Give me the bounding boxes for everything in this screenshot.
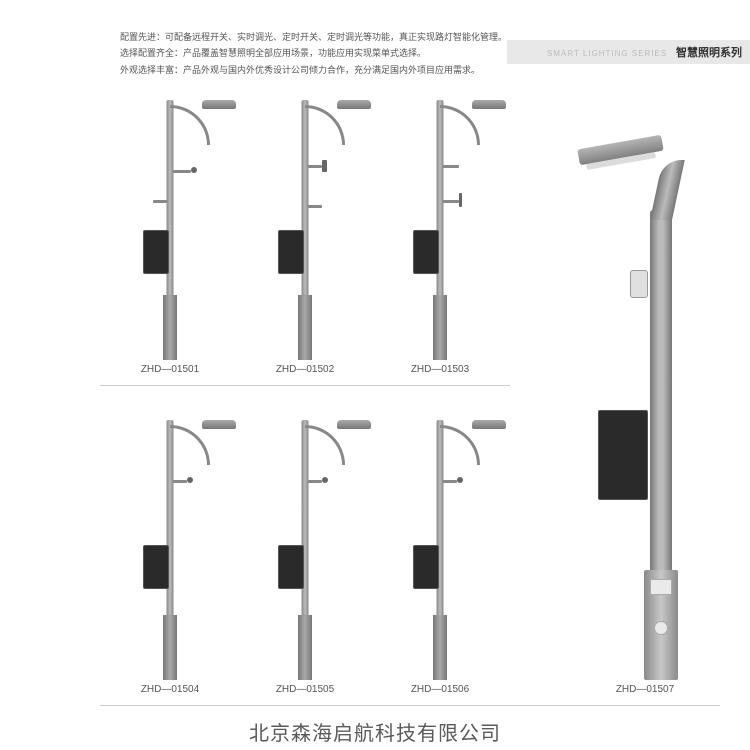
series-cn: 智慧照明系列 — [676, 47, 742, 59]
series-en: SMART LIGHTING SERIES — [547, 49, 667, 58]
product-cell: ZHD—01506 — [380, 420, 500, 695]
product-label: ZHD—01504 — [110, 684, 230, 695]
lamp-illustration — [560, 120, 730, 680]
product-label: ZHD—01501 — [110, 364, 230, 375]
header-line: 选择配置齐全：产品覆盖智慧照明全部应用场景，功能应用实现菜单式选择。 — [120, 46, 540, 60]
product-label: ZHD—01505 — [245, 684, 365, 695]
header-description: 配置先进：可配备远程开关、实时调光、定时开关、定时调光等功能，真正实现路灯智能化… — [120, 30, 540, 79]
product-cell: ZHD—01502 — [245, 100, 365, 375]
header-line: 外观选择丰富：产品外观与国内外优秀设计公司倾力合作，充分满足国内外项目应用需求。 — [120, 63, 540, 77]
header-line: 配置先进：可配备远程开关、实时调光、定时开关、定时调光等功能，真正实现路灯智能化… — [120, 30, 540, 44]
lamp-illustration — [110, 420, 230, 680]
lamp-illustration — [110, 100, 230, 360]
product-grid: ZHD—01501 ZHD—01502 ZHD—01503 — [0, 100, 750, 740]
product-label: ZHD—01503 — [380, 364, 500, 375]
product-cell: ZHD—01505 — [245, 420, 365, 695]
product-cell-featured: ZHD—01507 — [560, 120, 730, 695]
lamp-illustration — [380, 100, 500, 360]
lamp-illustration — [245, 420, 365, 680]
row-divider — [100, 385, 510, 386]
product-label: ZHD—01502 — [245, 364, 365, 375]
product-cell: ZHD—01501 — [110, 100, 230, 375]
product-cell: ZHD—01504 — [110, 420, 230, 695]
product-label: ZHD—01506 — [380, 684, 500, 695]
product-label: ZHD—01507 — [560, 684, 730, 695]
lamp-illustration — [380, 420, 500, 680]
row-divider — [100, 705, 720, 706]
watermark-text: 北京森海启航科技有限公司 — [249, 717, 501, 746]
series-banner: SMART LIGHTING SERIES 智慧照明系列 — [507, 40, 750, 64]
product-cell: ZHD—01503 — [380, 100, 500, 375]
lamp-illustration — [245, 100, 365, 360]
